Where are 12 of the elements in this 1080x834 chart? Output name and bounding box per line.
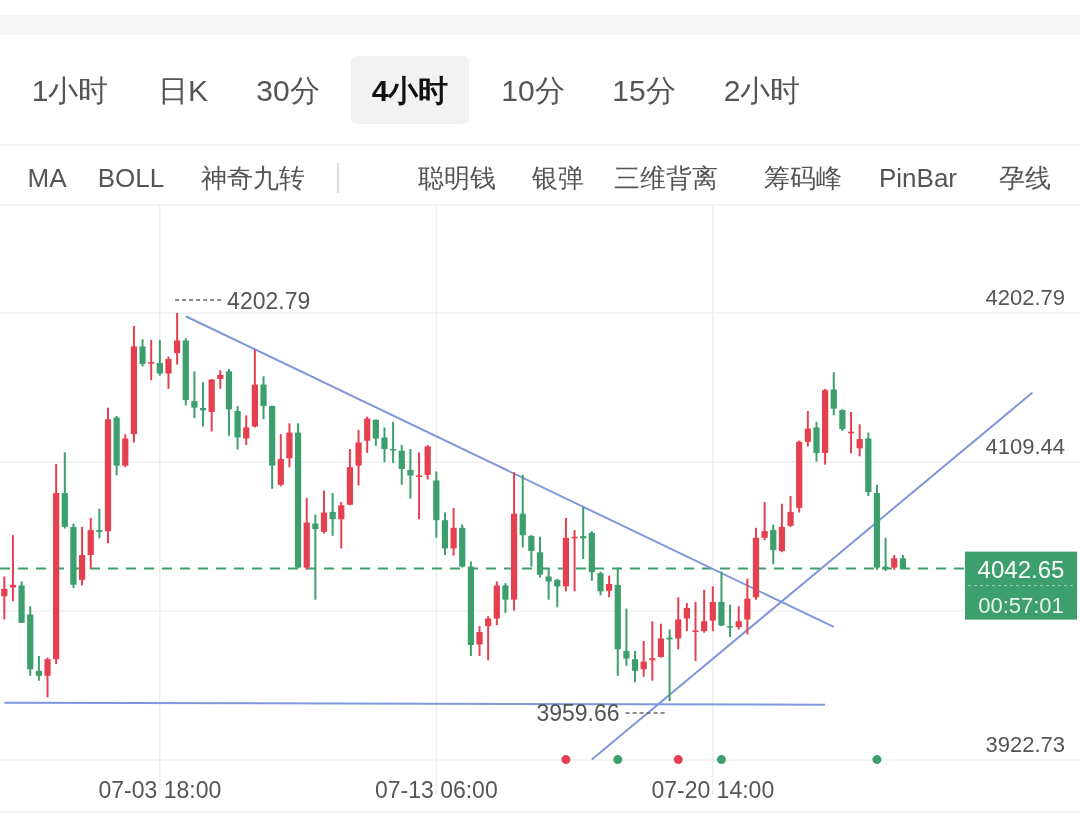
plot: 4042.65 00:57:01 4202.79 4109.44 3922.73 07-03 18:00 07-13 06:00 07-20 14:00 4202.79 3959.66 [0,204,1080,803]
toolbar: 1小时 日K 30分 4小时 10分 15分 2小时 MA BOLL 神奇九转 聪明钱 银弹 三维背离 筹码峰 PinBar 孕线 [27,56,1051,193]
x-tick-label: 07-20 14:00 [651,777,775,803]
annotation: 3959.66 [536,700,620,727]
x-tick-label: 07-03 18:00 [98,777,222,803]
x-tick-label: 07-13 06:00 [374,777,498,803]
annotation: 00:57:01 [978,592,1064,618]
y-tick-label: 4109.44 [985,434,1065,460]
ref-line-label: 4042.65 [977,555,1065,583]
y-tick-label: 3922.73 [985,732,1065,757]
annotation: 4202.79 [227,288,311,315]
y-tick-label: 4202.79 [985,285,1065,311]
